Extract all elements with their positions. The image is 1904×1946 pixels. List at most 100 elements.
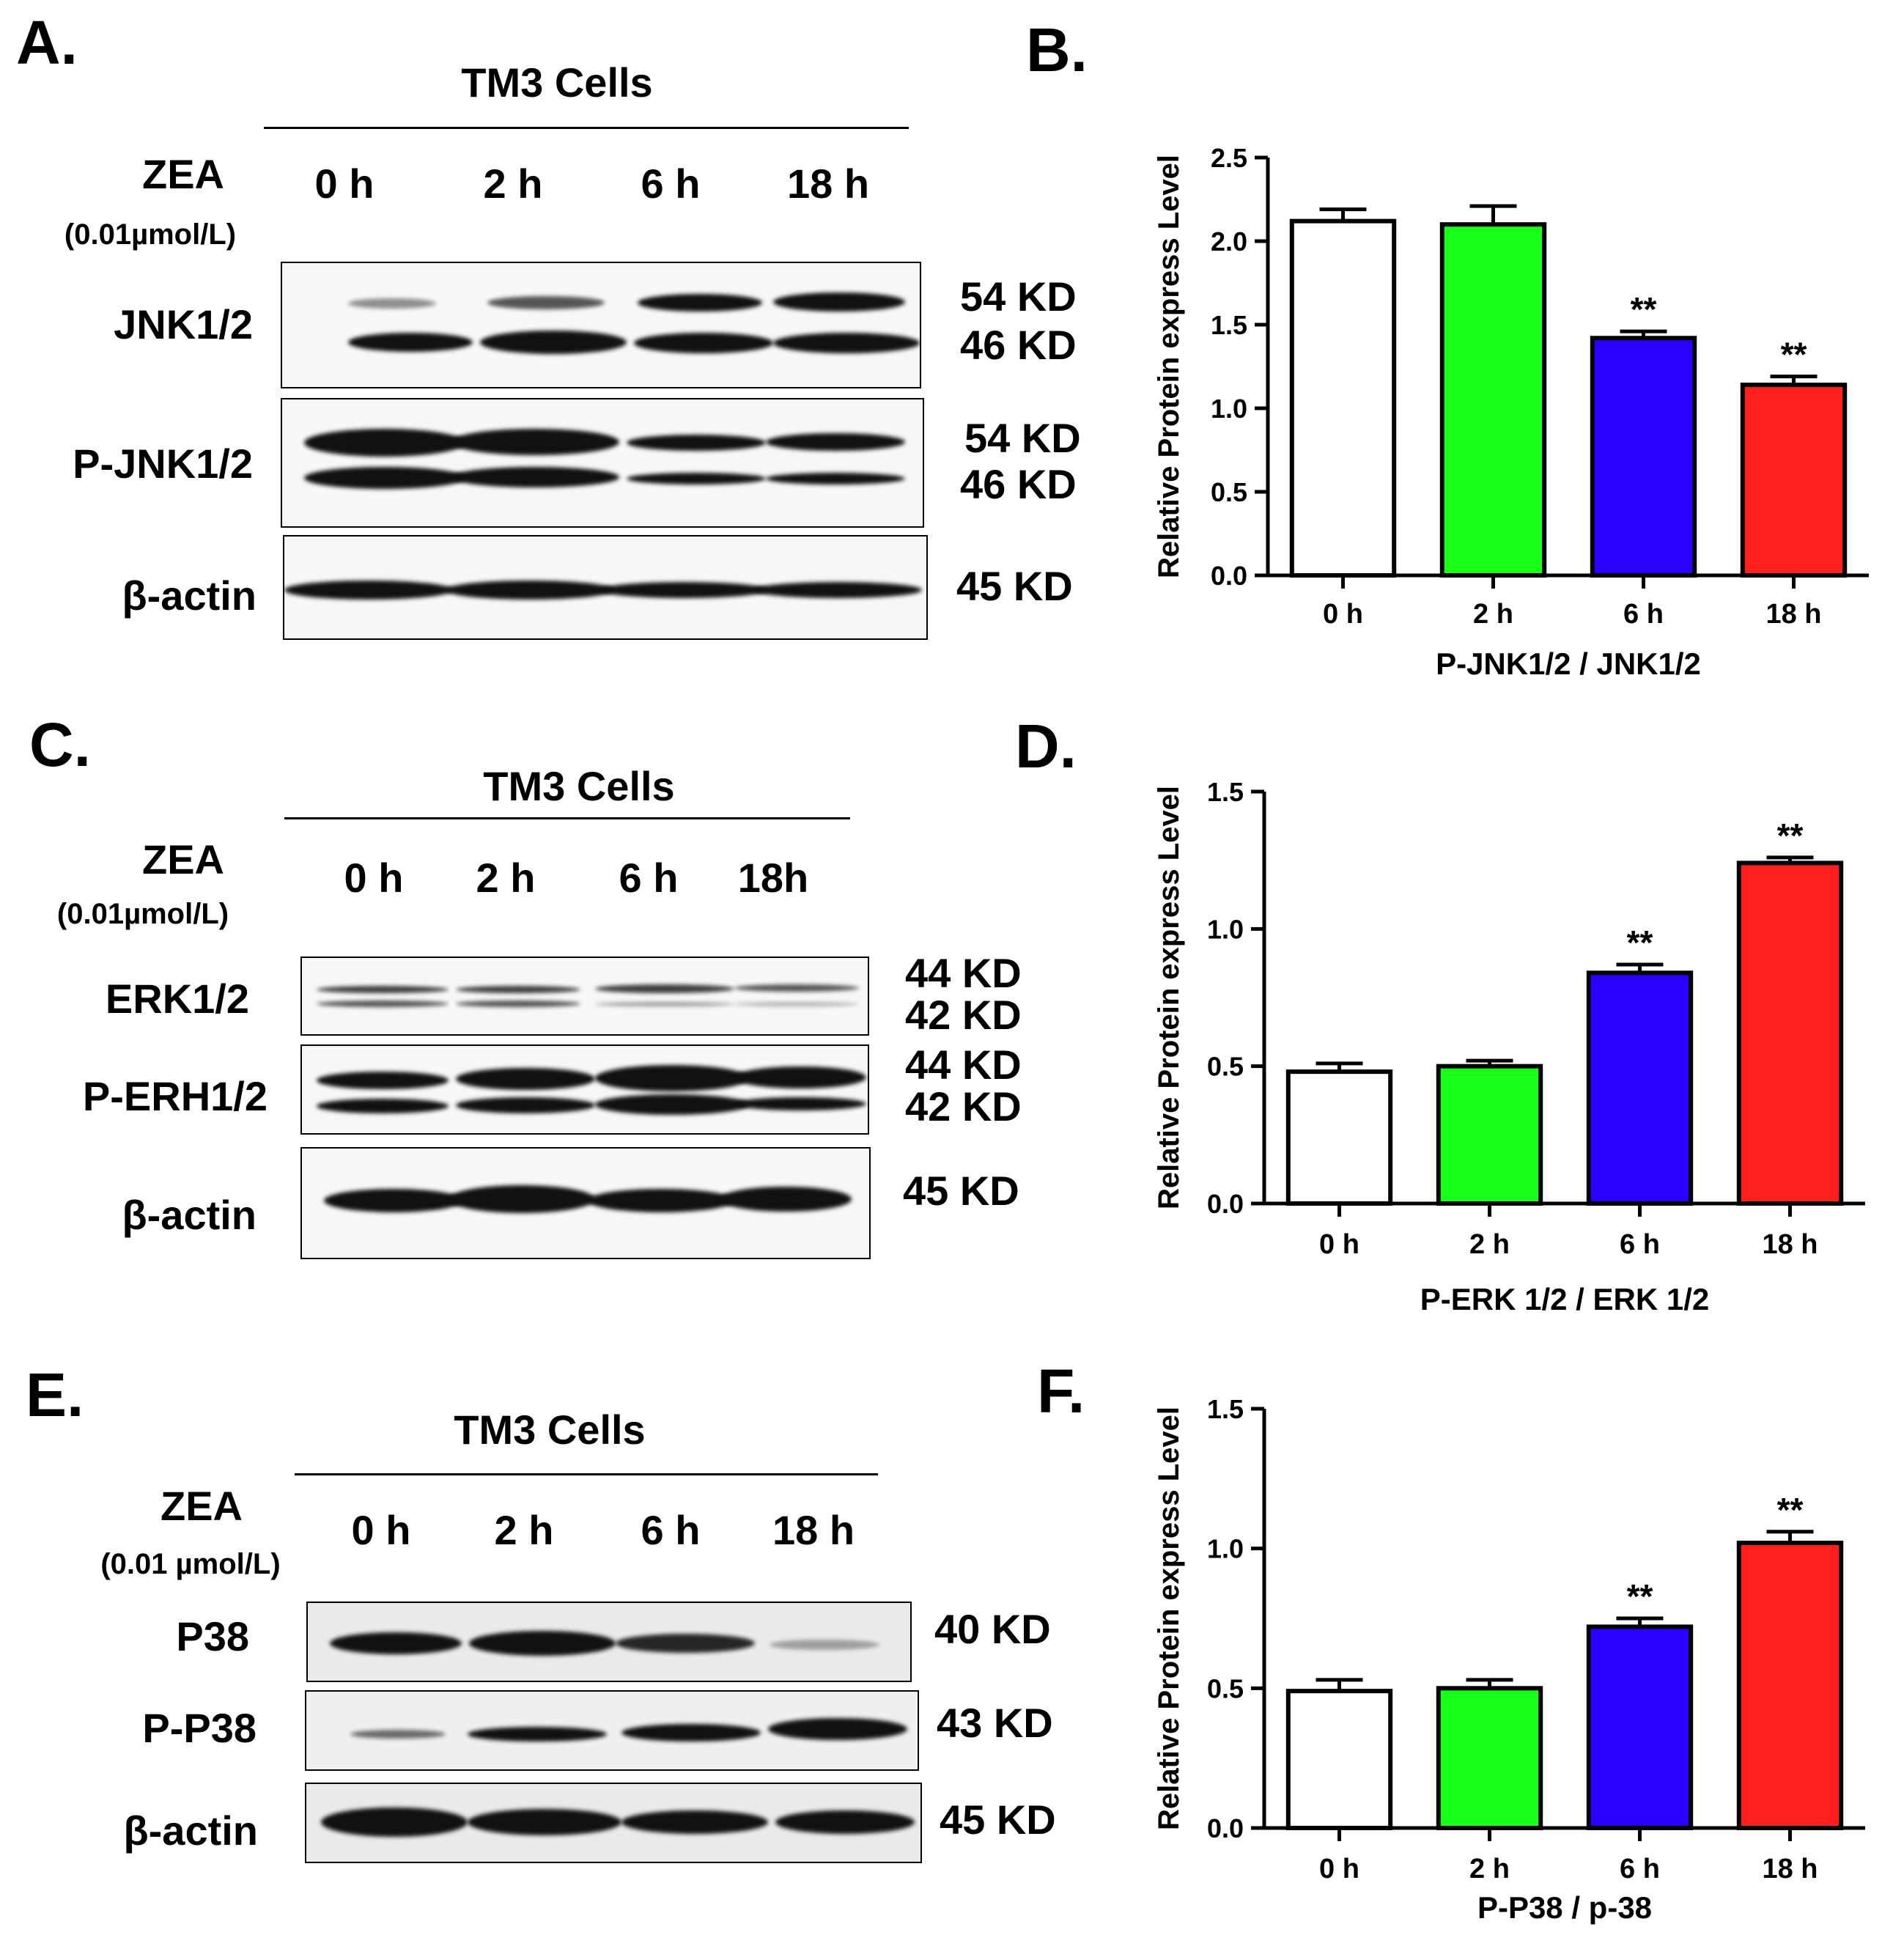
panel-e-kd-label: 43 KD <box>937 1700 1053 1746</box>
x-tick-label: 6 h <box>1620 1229 1660 1260</box>
panel-c-row-label: P-ERH1/2 <box>82 1073 267 1119</box>
panel-e-blot-actin <box>305 1783 922 1863</box>
significance-label: ** <box>1781 336 1807 374</box>
y-tick-label: 0.0 <box>1207 1189 1244 1219</box>
panel-e-treatment: ZEA <box>160 1483 243 1529</box>
panel-e-concentration: (0.01 µmol/L) <box>100 1548 281 1580</box>
y-tick-label: 1.5 <box>1207 777 1244 807</box>
y-tick-label: 0.5 <box>1207 1052 1244 1082</box>
panel-c-treatment: ZEA <box>142 836 224 882</box>
x-tick-label: 6 h <box>1620 1854 1660 1884</box>
significance-label: ** <box>1631 290 1657 328</box>
bar <box>1736 1541 1844 1830</box>
panel-a-timepoint: 6 h <box>641 161 701 207</box>
y-axis-title: Relative Protein express Level <box>1153 155 1185 578</box>
panel-a-title: TM3 Cells <box>461 59 653 106</box>
panel-a-kd-label: 46 KD <box>960 461 1077 507</box>
panel-c-title-rule <box>284 817 850 819</box>
bar <box>1285 1069 1393 1206</box>
panel-c-kd-label: 42 KD <box>905 1083 1022 1129</box>
panel-a-kd-label: 54 KD <box>960 273 1077 320</box>
x-tick-label: 2 h <box>1473 599 1513 630</box>
bar <box>1740 383 1848 578</box>
panel-e-kd-label: 45 KD <box>940 1796 1056 1843</box>
panel-e-blot-pp38 <box>305 1690 919 1771</box>
x-tick-label: 18 h <box>1762 1229 1818 1260</box>
y-tick-label: 0.0 <box>1207 1813 1244 1843</box>
panel-e-blot-p38 <box>306 1602 912 1682</box>
panel-a-blot-pjnk <box>281 398 924 528</box>
panel-c-blot-perk <box>300 1044 869 1135</box>
panel-a-row-label: P-JNK1/2 <box>73 441 253 487</box>
chart-d: 0.0 0.5 1.0 1.5 Relative Protein express Lev… <box>1153 777 1865 1316</box>
panel-e-timepoint: 0 h <box>351 1507 411 1553</box>
panel-e-title-rule <box>295 1473 878 1475</box>
panel-a-row-label: JNK1/2 <box>114 301 253 347</box>
panel-a-kd-label: 45 KD <box>956 563 1073 609</box>
panel-c-row-label: β-actin <box>122 1192 257 1238</box>
panel-c-timepoint: 0 h <box>344 855 404 901</box>
panel-a-timepoint: 18 h <box>786 161 870 207</box>
x-tick-label: 2 h <box>1469 1854 1510 1884</box>
panel-c-timepoint: 18h <box>737 855 809 901</box>
panel-letter-a: A. <box>16 8 78 77</box>
significance-label: ** <box>1627 1577 1653 1615</box>
panel-c-timepoint: 2 h <box>476 855 536 901</box>
panel-letter-c: C. <box>29 710 91 779</box>
panel-a-title-rule <box>264 127 909 129</box>
chart-f: 0.0 0.5 1.0 1.5 Relative Protein express Lev… <box>1153 1394 1865 1925</box>
y-tick-label: 1.5 <box>1207 1394 1244 1424</box>
x-tick-label: 0 h <box>1319 1229 1359 1260</box>
panel-a-row-label: β-actin <box>122 572 257 619</box>
panel-c-kd-label: 42 KD <box>905 992 1022 1038</box>
chart-b: 0.0 0.5 1.0 1.5 2.0 2.5 Relative Protein expre… <box>1153 143 1869 681</box>
x-tick-label: 2 h <box>1469 1229 1510 1260</box>
significance-label: ** <box>1777 817 1804 855</box>
x-tick-label: 6 h <box>1623 599 1664 630</box>
x-axis-title: P-JNK1/2 / JNK1/2 <box>1436 646 1701 681</box>
panel-letter-d: D. <box>1015 712 1077 781</box>
panel-e-kd-label: 40 KD <box>934 1606 1051 1652</box>
panel-e-row-label: P38 <box>176 1613 249 1659</box>
bar <box>1436 1064 1543 1206</box>
significance-label: ** <box>1627 924 1653 962</box>
panel-a-blot-jnk <box>281 262 921 388</box>
panel-a-treatment: ZEA <box>142 151 224 197</box>
bar <box>1436 1686 1543 1831</box>
x-axis-title: P-P38 / p-38 <box>1477 1890 1652 1925</box>
y-tick-label: 0.5 <box>1207 1673 1244 1703</box>
panel-e-row-label: P-P38 <box>142 1705 257 1751</box>
panel-c-kd-label: 44 KD <box>905 1042 1022 1088</box>
panel-c-row-label: ERK1/2 <box>105 976 249 1022</box>
y-axis-title: Relative Protein express Level <box>1153 1407 1185 1830</box>
panel-c-title: TM3 Cells <box>483 763 675 809</box>
x-tick-label: 0 h <box>1319 1854 1359 1884</box>
panel-e-timepoint: 18 h <box>772 1507 855 1553</box>
bar <box>1590 336 1697 578</box>
panel-letter-b: B. <box>1026 15 1088 84</box>
y-tick-label: 1.0 <box>1211 394 1247 424</box>
panel-c-concentration: (0.01µmol/L) <box>56 898 229 930</box>
panel-c-kd-label: 44 KD <box>905 950 1022 996</box>
bar <box>1586 970 1694 1206</box>
panel-e-timepoint: 6 h <box>641 1507 701 1553</box>
panel-e-timepoint: 2 h <box>494 1507 554 1553</box>
bar <box>1289 218 1397 578</box>
panel-e-row-label: β-actin <box>123 1807 258 1854</box>
y-tick-label: 1.0 <box>1207 1534 1244 1564</box>
x-tick-label: 18 h <box>1762 1854 1818 1884</box>
panel-a-timepoint: 2 h <box>483 161 543 207</box>
panel-a-kd-label: 46 KD <box>960 322 1077 368</box>
bar <box>1736 860 1844 1206</box>
x-tick-label: 18 h <box>1765 599 1821 630</box>
bar <box>1439 222 1547 578</box>
y-tick-label: 0.0 <box>1211 561 1247 591</box>
y-tick-label: 1.0 <box>1207 914 1244 944</box>
panel-a-timepoint: 0 h <box>314 161 374 207</box>
x-tick-label: 0 h <box>1323 599 1363 630</box>
y-tick-label: 0.5 <box>1211 477 1247 507</box>
y-tick-label: 1.5 <box>1211 310 1247 340</box>
panel-a-concentration: (0.01µmol/L) <box>64 218 237 251</box>
panel-a-kd-label: 54 KD <box>964 415 1081 461</box>
panel-c-blot-actin <box>300 1147 871 1259</box>
